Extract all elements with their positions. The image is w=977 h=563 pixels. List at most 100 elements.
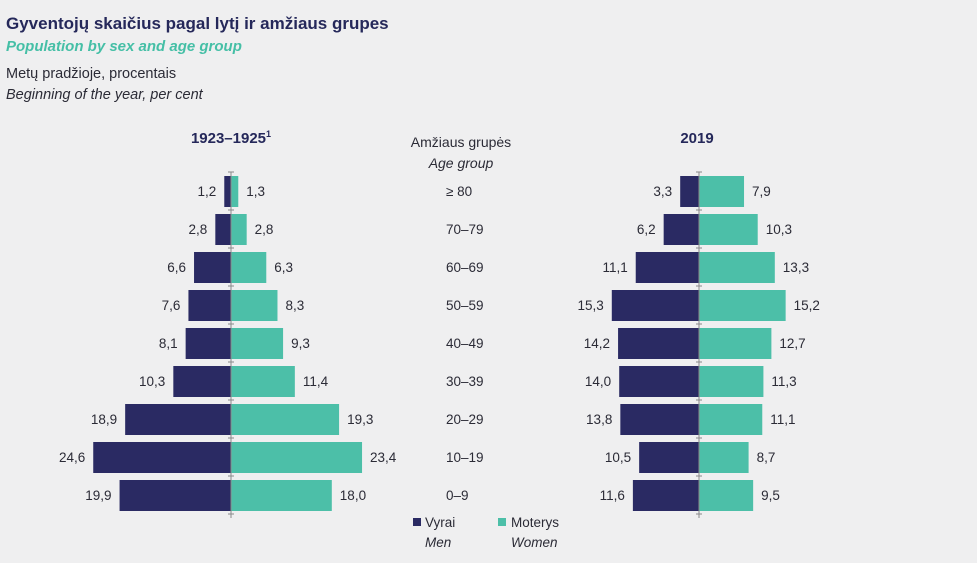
unit-label-lt: Metų pradžioje, procentais [6,66,177,82]
age-group-title-en: Age group [428,155,494,171]
bar-women [699,442,749,473]
data-label-men: 6,6 [167,260,186,275]
data-label-women: 11,1 [770,412,795,427]
data-label-men: 19,9 [85,488,111,503]
data-label-men: 10,3 [139,374,165,389]
bar-men [119,480,231,511]
bar-women [231,442,363,473]
data-label-men: 14,0 [585,374,611,389]
bar-women [231,176,239,207]
pyramid-title: 1923–19251 [191,129,271,147]
age-group-label: 70–79 [446,222,484,237]
chart-header: Gyventojų skaičius pagal lytį ir amžiaus… [6,12,389,106]
bar-women [699,290,786,321]
pyramid-1923-1925: 1923–19251 1,2 1,3 2,8 2,8 6,6 6,3 7,6 8,3 8,1 9,… [59,129,397,518]
unit-label-en: Beginning of the year, per cent [6,87,203,103]
data-label-women: 1,3 [246,184,265,199]
data-label-men: 1,2 [197,184,216,199]
data-label-women: 19,3 [347,412,373,427]
data-label-women: 13,3 [783,260,809,275]
data-label-women: 18,0 [340,488,366,503]
legend-label-women: Moterys [511,515,559,530]
age-group-label: 20–29 [446,412,484,427]
bar-women [699,252,775,283]
data-label-men: 11,1 [602,260,627,275]
data-label-women: 9,3 [291,336,310,351]
bar-women [699,214,758,245]
data-label-women: 2,8 [255,222,274,237]
bar-men [173,366,231,397]
age-group-label: ≥ 80 [446,184,472,199]
bar-men [215,214,231,245]
data-label-men: 7,6 [162,298,181,313]
age-group-column: Amžiaus grupės Age group ≥ 80 70–79 60–69 5… [411,134,511,503]
data-label-women: 15,2 [794,298,820,313]
legend-label-men: Vyrai [425,515,455,530]
bar-men [224,176,231,207]
legend-label-women-en: Women [511,535,558,550]
bar-men [632,480,699,511]
legend-swatch-women [498,518,506,526]
age-group-label: 30–39 [446,374,484,389]
bar-men [618,328,699,359]
data-label-women: 8,3 [285,298,304,313]
data-label-women: 11,3 [771,374,796,389]
data-label-women: 10,3 [766,222,792,237]
data-label-women: 8,7 [757,450,776,465]
age-group-label: 50–59 [446,298,484,313]
pyramid-title-footnote: 1 [266,129,271,139]
chart-title: Gyventojų skaičius pagal lytį ir amžiaus… [6,14,389,33]
bar-men [125,404,231,435]
data-label-men: 11,6 [600,488,625,503]
age-group-label: 60–69 [446,260,484,275]
age-group-label: 40–49 [446,336,484,351]
data-label-men: 6,2 [637,222,656,237]
data-label-women: 9,5 [761,488,780,503]
bar-women [231,290,278,321]
data-label-men: 24,6 [59,450,85,465]
data-label-men: 15,3 [578,298,604,313]
bar-men [93,442,232,473]
bar-men [611,290,699,321]
legend-label-men-en: Men [425,535,451,550]
bar-women [231,328,284,359]
age-group-label: 0–9 [446,488,469,503]
bar-men [639,442,699,473]
legend: Vyrai Men Moterys Women [413,515,559,550]
bar-men [185,328,231,359]
data-label-women: 6,3 [274,260,293,275]
data-label-men: 13,8 [586,412,612,427]
bar-women [699,366,764,397]
data-label-women: 11,4 [303,374,329,389]
data-label-men: 2,8 [189,222,208,237]
bar-men [194,252,231,283]
legend-swatch-men [413,518,421,526]
pyramid-title: 2019 [680,130,713,147]
bar-women [231,366,295,397]
data-label-women: 7,9 [752,184,771,199]
bar-men [680,176,699,207]
age-group-title: Amžiaus grupės [411,134,511,150]
age-group-label: 10–19 [446,450,484,465]
bar-women [231,252,267,283]
bar-men [620,404,699,435]
bar-men [619,366,699,397]
data-label-women: 23,4 [370,450,397,465]
bar-women [699,176,745,207]
bar-men [188,290,231,321]
bar-women [699,328,772,359]
data-label-men: 3,3 [653,184,672,199]
data-label-men: 18,9 [91,412,117,427]
pyramid-title-text: 1923–1925 [191,130,266,147]
bar-women [231,214,247,245]
data-label-men: 8,1 [159,336,178,351]
bar-women [699,404,763,435]
bar-women [231,480,332,511]
data-label-men: 10,5 [605,450,631,465]
pyramid-2019: 2019 3,3 7,9 6,2 10,3 11,1 13,3 15,3 15,2 14,2 12… [578,130,820,518]
data-label-men: 14,2 [584,336,610,351]
bar-women [699,480,754,511]
data-label-women: 12,7 [779,336,805,351]
bar-women [231,404,340,435]
